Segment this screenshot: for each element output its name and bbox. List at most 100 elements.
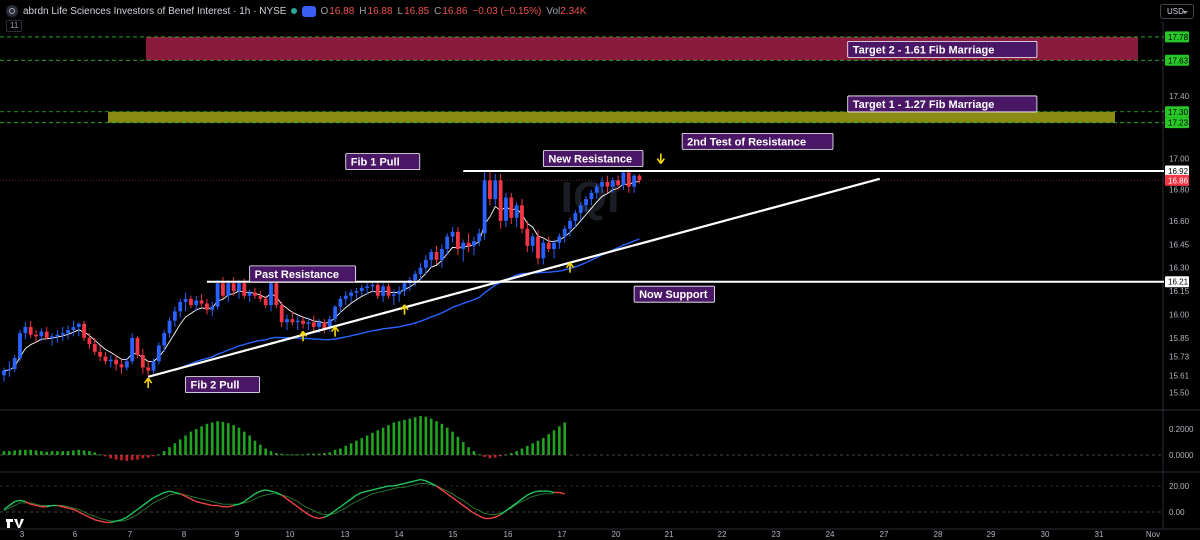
candle-body [472, 241, 476, 246]
histogram-bar [125, 455, 129, 461]
histogram-bar [563, 422, 566, 455]
candle-body [311, 322, 316, 327]
histogram-bar [275, 453, 278, 455]
price-tick-label: 15.85 [1169, 334, 1190, 343]
histogram-bar [56, 451, 59, 455]
oscillator-fast-segment [142, 501, 149, 507]
oscillator-fast-segment [446, 493, 453, 499]
candle-body [55, 334, 60, 337]
candle-body [301, 320, 305, 324]
histogram-bar [141, 455, 145, 459]
oscillator-fast-segment [324, 513, 331, 518]
annotation-label: Fib 2 Pull [185, 376, 260, 394]
price-tag-label: 17.30 [1168, 108, 1189, 117]
oscillator-fast-segment [8, 501, 16, 507]
oscillator-fast-segment [291, 502, 299, 508]
annotation-label: Past Resistance [249, 265, 357, 283]
price-tick-label: 15.61 [1169, 371, 1190, 380]
price-tick-label: 16.80 [1169, 186, 1190, 195]
candle-body [637, 175, 642, 181]
candle-body [7, 369, 12, 371]
candle-body [28, 326, 33, 335]
candle-body [39, 331, 44, 337]
oscillator-fast-segment [318, 516, 325, 520]
oscillator-fast-segment [457, 501, 464, 507]
change-value: −0.03 (−0.15%) [472, 5, 542, 17]
oscillator-fast-segment [382, 485, 389, 488]
candle-body [450, 231, 455, 237]
oscillator-fast-segment [308, 513, 315, 518]
oscillator-tick-label: 20.00 [1169, 482, 1190, 491]
candle-body [370, 284, 375, 287]
oscillator-fast-segment [3, 504, 10, 510]
currency-select[interactable]: USD [1160, 4, 1194, 19]
price-tag-box [1165, 165, 1189, 177]
histogram-bar [136, 455, 139, 460]
price-tick-label: 16.45 [1169, 240, 1190, 249]
oscillator-fast-segment [179, 493, 186, 498]
candle-body [349, 292, 353, 296]
time-tick-label: Nov [1146, 530, 1160, 539]
histogram-bar [200, 426, 203, 455]
histogram-bar [413, 417, 417, 455]
candle-body [44, 331, 49, 338]
candle-body [359, 287, 364, 292]
histogram-bar [66, 451, 70, 455]
ema-slow-line [174, 238, 640, 372]
histogram-bar [542, 438, 545, 455]
oscillator-fast-segment [89, 516, 96, 521]
oscillator-fast-segment [83, 513, 90, 518]
close-value: 16.86 [442, 5, 468, 17]
oscillator-fast-segment [57, 504, 63, 508]
tradingview-logo-icon [6, 519, 24, 528]
annotation-text: 2nd Test of Resistance [687, 136, 806, 148]
indicators-collapse-button[interactable]: 11 [6, 20, 23, 32]
time-tick-label: 31 [1095, 530, 1104, 539]
oscillator-fast-segment [185, 495, 192, 500]
oscillator-fast-segment [126, 512, 133, 518]
histogram-bar [104, 455, 107, 457]
candle-body [632, 175, 637, 187]
price-tick-label: 15.50 [1169, 388, 1190, 397]
time-tick-label: 10 [286, 530, 295, 539]
oscillator-fast-segment [14, 499, 21, 503]
candle-body [482, 180, 487, 234]
histogram-bar [488, 455, 492, 459]
candle-body [258, 295, 263, 299]
histogram-bar [29, 449, 32, 455]
candle-body [82, 323, 86, 338]
time-tick-label: 21 [665, 530, 674, 539]
symbol-title[interactable]: abrdn Life Sciences Investors of Benef I… [23, 5, 287, 17]
candle-body [317, 322, 321, 327]
candle-body [2, 370, 6, 376]
histogram-bar [226, 423, 230, 455]
candle-body [205, 303, 209, 310]
candle-body [402, 283, 407, 292]
candle-body [600, 181, 604, 187]
histogram-bar [371, 432, 374, 455]
yellow-arrow-icon [565, 262, 575, 273]
annotation-label: 2nd Test of Resistance [681, 132, 834, 150]
candle-body [60, 333, 65, 335]
price-tag-box [1165, 174, 1189, 186]
candle-body [295, 320, 300, 323]
price-tag-label: 16.92 [1168, 167, 1189, 176]
low-value: 16.85 [404, 5, 430, 17]
oscillator-fast-segment [377, 486, 384, 490]
time-tick-label: 22 [718, 530, 727, 539]
histogram-bar [98, 454, 102, 456]
price-tag-label: 17.63 [1168, 56, 1189, 65]
annotation-box [249, 265, 357, 283]
oscillator-fast-segment [238, 500, 245, 505]
candle-body [151, 361, 156, 371]
histogram-bar [34, 450, 38, 455]
oscillator-fast-segment [441, 489, 448, 495]
time-tick-label: 29 [987, 530, 996, 539]
histogram-bar [429, 418, 433, 455]
candle-body [386, 286, 391, 296]
yellow-arrow-icon [400, 304, 409, 315]
candle-body [50, 336, 54, 338]
oscillator-fast-segment [78, 511, 85, 516]
volume-label: Vol [546, 5, 561, 17]
